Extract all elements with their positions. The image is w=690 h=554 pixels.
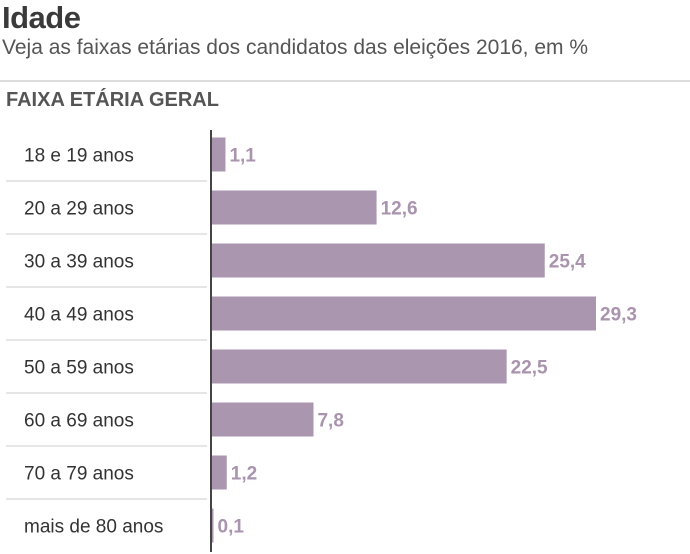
category-label: mais de 80 anos [24, 517, 163, 538]
section-label: FAIXA ETÁRIA GERAL [6, 89, 219, 111]
category-label: 20 a 29 anos [24, 199, 134, 220]
bar [211, 243, 545, 278]
bar [211, 190, 377, 225]
bar [211, 137, 226, 172]
chart-title: Idade [2, 0, 81, 35]
bar [211, 296, 596, 331]
value-label: 25,4 [549, 252, 586, 273]
category-label: 18 e 19 anos [24, 146, 134, 167]
category-label: 60 a 69 anos [24, 411, 134, 432]
category-label: 30 a 39 anos [24, 252, 134, 273]
value-label: 1,1 [229, 146, 256, 167]
category-label: 70 a 79 anos [24, 464, 134, 485]
bar [211, 349, 507, 384]
category-label: 50 a 59 anos [24, 358, 134, 379]
bar [211, 508, 214, 543]
value-label: 29,3 [600, 305, 637, 326]
bar [211, 455, 227, 490]
value-label: 22,5 [511, 358, 548, 379]
category-label: 40 a 49 anos [24, 305, 134, 326]
value-label: 12,6 [381, 199, 418, 220]
value-label: 0,1 [218, 517, 245, 538]
value-label: 1,2 [231, 464, 257, 485]
bar [211, 402, 314, 437]
header-divider [0, 80, 690, 82]
chart-subtitle: Veja as faixas etárias dos candidatos da… [2, 36, 589, 59]
value-label: 7,8 [317, 411, 343, 432]
